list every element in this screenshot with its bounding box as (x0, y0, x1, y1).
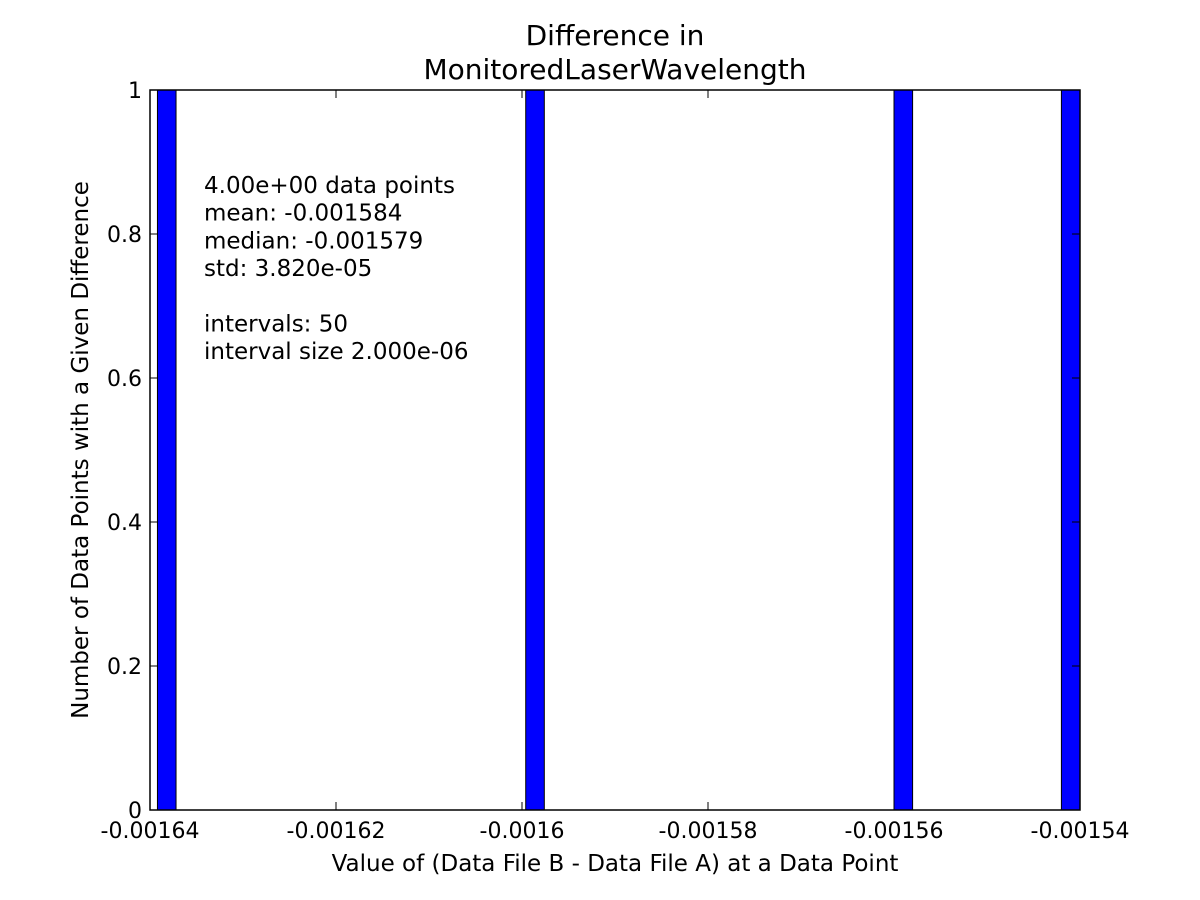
histogram-bar (893, 89, 914, 811)
stats-line: 4.00e+00 data points (204, 173, 455, 199)
stats-line: intervals: 50 (204, 312, 348, 338)
histogram-bar (1060, 89, 1081, 811)
y-tick-label: 0.4 (107, 511, 142, 536)
x-tick-label: -0.00164 (101, 819, 200, 844)
plot-frame (149, 89, 1081, 811)
y-tick-label: 1 (128, 79, 142, 104)
histogram-bar (156, 89, 177, 811)
x-axis-label: Value of (Data File B - Data File A) at … (332, 851, 899, 877)
stats-line: mean: -0.001584 (204, 201, 402, 227)
y-tick-label: 0.2 (107, 655, 142, 680)
chart-title-line-2: MonitoredLaserWavelength (423, 53, 806, 86)
y-tick-label: 0 (128, 799, 142, 824)
stats-line: median: -0.001579 (204, 228, 423, 254)
stats-line: std: 3.820e-05 (204, 256, 372, 282)
y-axis-label: Number of Data Points with a Given Diffe… (68, 181, 94, 719)
x-tick-label: -0.00162 (287, 819, 386, 844)
x-tick-label: -0.00158 (659, 819, 758, 844)
y-tick-label: 0.6 (107, 367, 142, 392)
x-tick-label: -0.0016 (480, 819, 565, 844)
histogram-bar (525, 89, 545, 811)
y-tick-label: 0.8 (107, 223, 142, 248)
stats-line: interval size 2.000e-06 (204, 339, 468, 365)
axis-tick-labels: -0.00164 -0.00162 -0.0016 -0.00158 -0.00156 -… (101, 79, 1130, 844)
x-tick-label: -0.00156 (845, 819, 944, 844)
x-tick-label: -0.00154 (1031, 819, 1130, 844)
chart-title-line-1: Difference in (526, 19, 705, 52)
